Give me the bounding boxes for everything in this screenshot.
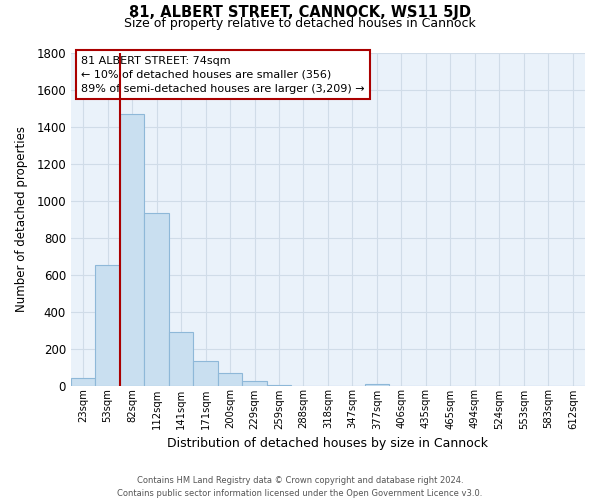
Text: Contains HM Land Registry data © Crown copyright and database right 2024.
Contai: Contains HM Land Registry data © Crown c… [118,476,482,498]
Bar [71,378,95,386]
Y-axis label: Number of detached properties: Number of detached properties [15,126,28,312]
Text: 81 ALBERT STREET: 74sqm
← 10% of detached houses are smaller (356)
89% of semi-d: 81 ALBERT STREET: 74sqm ← 10% of detache… [81,56,365,94]
Bar [95,266,120,386]
Bar [242,381,267,386]
Bar [169,332,193,386]
X-axis label: Distribution of detached houses by size in Cannock: Distribution of detached houses by size … [167,437,488,450]
Text: Size of property relative to detached houses in Cannock: Size of property relative to detached ho… [124,18,476,30]
Bar [267,384,291,386]
Bar [218,374,242,386]
Bar [145,212,169,386]
Bar [120,114,145,386]
Text: 81, ALBERT STREET, CANNOCK, WS11 5JD: 81, ALBERT STREET, CANNOCK, WS11 5JD [129,5,471,20]
Bar [193,362,218,386]
Bar [365,384,389,386]
